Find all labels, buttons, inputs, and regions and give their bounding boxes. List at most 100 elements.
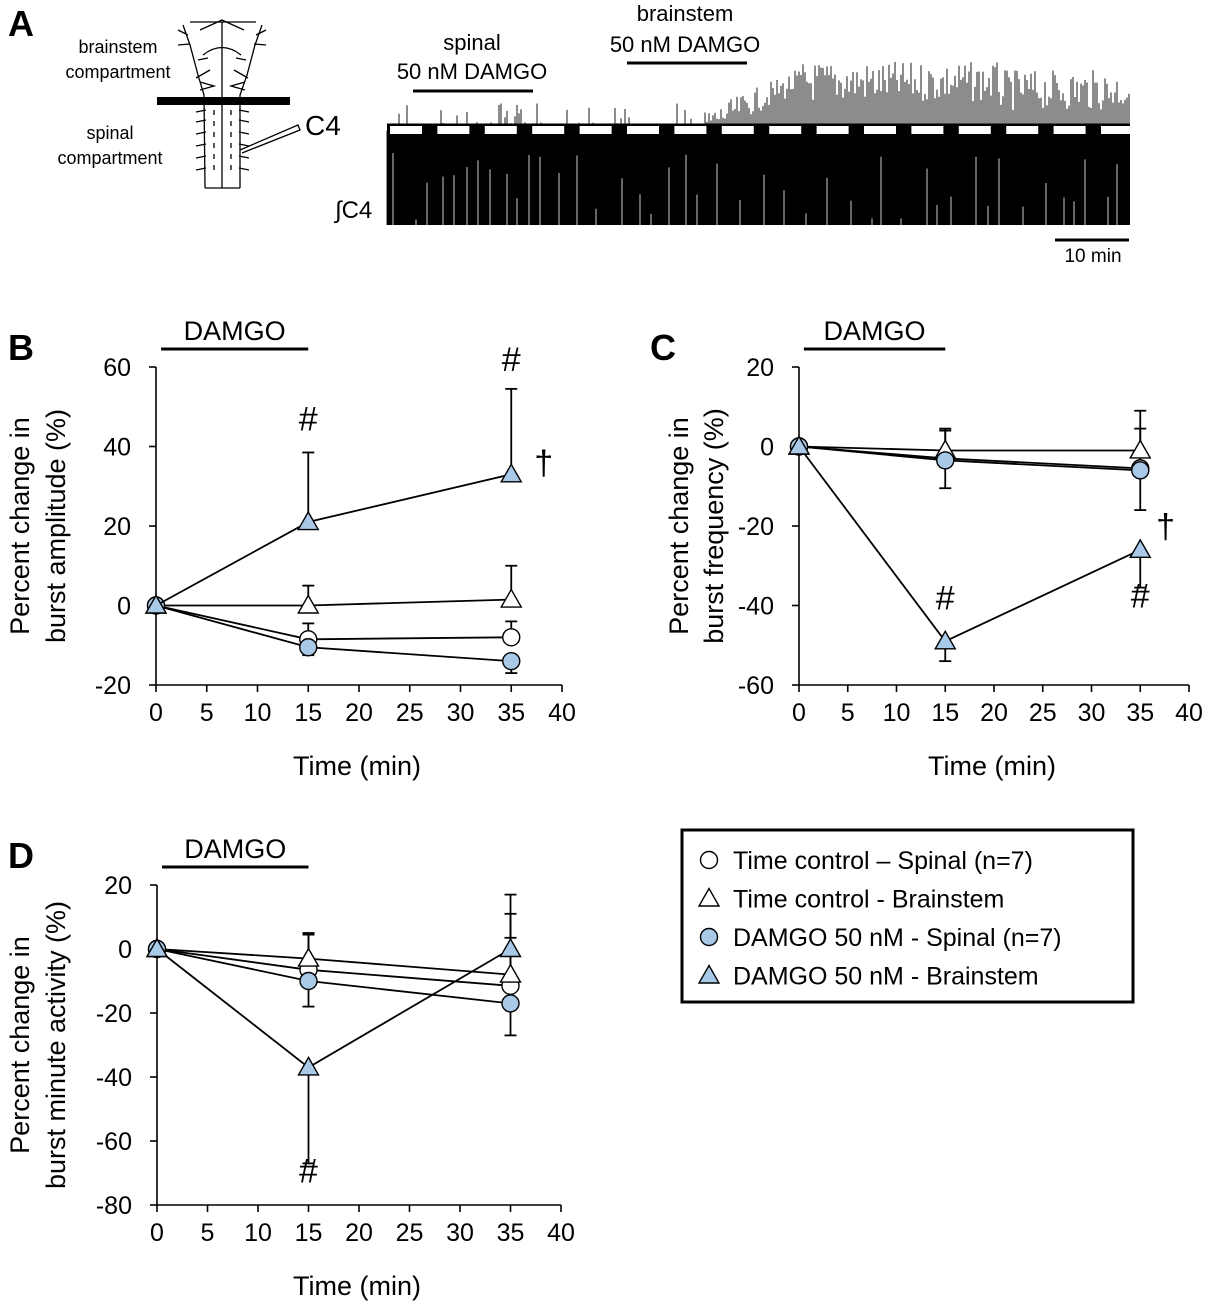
y-axis-label-line-2: burst frequency (%) <box>699 408 729 644</box>
data-point-triangle <box>144 594 168 614</box>
x-tick-label: 10 <box>883 699 911 727</box>
time-marker <box>911 126 944 134</box>
time-marker <box>437 126 470 134</box>
legend-items: Time control – Spinal (n=7) Time control … <box>697 847 1062 991</box>
x-tick-label: 35 <box>497 1219 525 1247</box>
x-tick-label: 30 <box>446 1219 474 1247</box>
x-tick-label: 0 <box>792 699 806 727</box>
spinal-compartment-label-1: spinal <box>86 123 133 143</box>
data-point-triangle <box>500 462 523 483</box>
panel-a: A brainstem compartment spinal compartme… <box>8 1 1133 267</box>
x-tick-label: 20 <box>345 699 373 727</box>
time-marker <box>1006 126 1039 134</box>
y-tick-label: 0 <box>117 593 131 621</box>
y-tick-label: 0 <box>760 434 774 462</box>
data-point-triangle <box>297 510 320 531</box>
x-tick-label: 5 <box>200 699 214 727</box>
data-point-triangle <box>297 1055 320 1076</box>
legend-marker-circle <box>699 850 719 870</box>
panel-a-letter: A <box>8 3 34 44</box>
time-marker <box>769 126 802 134</box>
brainstem-compartment-label-2: compartment <box>65 62 170 82</box>
legend-entry: DAMGO 50 nM - Spinal (n=7) <box>699 924 1062 952</box>
y-tick-label: 0 <box>118 936 132 964</box>
x-tick-label: 40 <box>548 699 576 727</box>
series-3 <box>147 939 520 1037</box>
series-4 <box>787 435 1152 663</box>
series-line <box>156 948 511 976</box>
data-point-triangle <box>297 594 320 614</box>
time-marker <box>484 126 517 134</box>
legend-box <box>680 828 1135 1004</box>
x-tick-label: 20 <box>345 1219 373 1247</box>
y-tick-label: -80 <box>96 1192 132 1220</box>
series-4 <box>144 387 523 614</box>
spinal-drug-label-2: 50 nM DAMGO <box>397 59 547 84</box>
legend-marker-triangle <box>697 964 721 984</box>
x-tick-label: 25 <box>1029 699 1057 727</box>
y-axis-label-line-1: Percent change in <box>5 417 35 635</box>
y-tick-label: -60 <box>96 1128 132 1156</box>
y-tick-label: 20 <box>104 872 132 900</box>
data-point-circle <box>501 994 520 1013</box>
y-tick-label: -20 <box>96 1000 132 1028</box>
spinal-roots <box>195 109 250 176</box>
panel-letter: B <box>8 327 34 368</box>
series-3 <box>146 596 521 674</box>
x-tick-label: 5 <box>201 1219 215 1247</box>
y-axis-label-line-2: burst amplitude (%) <box>41 409 71 643</box>
time-marker <box>532 126 565 134</box>
y-tick-label: 60 <box>103 354 131 382</box>
time-marker <box>721 126 754 134</box>
x-tick-label: 15 <box>931 699 959 727</box>
time-marker <box>864 126 896 134</box>
series-4 <box>145 893 522 1165</box>
time-marker <box>674 126 707 134</box>
y-tick-label: 40 <box>103 434 131 462</box>
time-marker <box>1101 126 1133 134</box>
x-tick-label: 25 <box>396 699 424 727</box>
panel-letter: C <box>650 327 676 368</box>
time-marker <box>627 126 659 134</box>
x-tick-label: 30 <box>1078 699 1106 727</box>
x-tick-label: 35 <box>497 699 525 727</box>
significance-hash: # <box>1131 577 1150 615</box>
y-tick-label: -60 <box>738 672 774 700</box>
y-tick-label: -40 <box>738 593 774 621</box>
data-point-circle <box>936 451 955 470</box>
data-point-triangle <box>1129 538 1152 559</box>
panel-c-burst-frequency-chart: C -60 -40 -20 0 20 0 5 10 15 20 25 30 35 40 Time (min) P… <box>650 316 1203 781</box>
series-line <box>156 598 512 607</box>
significance-hash: # <box>299 1153 318 1191</box>
panel-d-burst-minute-activity-chart: D -80 -60 -40 -20 0 20 0 5 10 15 20 25 30 35 40 Time (mi… <box>5 834 575 1301</box>
legend-label: Time control – Spinal (n=7) <box>733 847 1033 875</box>
time-marker <box>390 126 422 134</box>
drug-application-label: DAMGO <box>184 834 286 864</box>
y-axis-label-line-2: burst minute activity (%) <box>41 901 71 1189</box>
series-line <box>155 604 512 641</box>
y-tick-label: 20 <box>746 354 774 382</box>
y-tick-label: -20 <box>738 513 774 541</box>
series-1 <box>789 427 1150 478</box>
series-3 <box>789 437 1150 512</box>
legend-marker-circle <box>699 927 719 947</box>
compartment-barrier <box>157 97 290 105</box>
x-tick-label: 30 <box>447 699 475 727</box>
data-point-triangle <box>1129 439 1152 459</box>
x-tick-label: 5 <box>841 699 855 727</box>
data-point-circle <box>1131 461 1150 480</box>
trace-time-markers <box>387 123 1133 137</box>
data-point-triangle <box>145 937 169 958</box>
panel-letter: D <box>8 835 34 876</box>
x-tick-label: 15 <box>295 1219 323 1247</box>
y-tick-label: -40 <box>96 1064 132 1092</box>
significance-hash: # <box>502 341 521 379</box>
data-point-triangle <box>934 629 957 650</box>
x-axis-label: Time (min) <box>293 1271 421 1301</box>
y-tick-label: 20 <box>103 513 131 541</box>
data-point-triangle <box>499 963 522 983</box>
x-tick-label: 0 <box>150 1219 164 1247</box>
series-line <box>155 604 512 663</box>
drug-application-label: DAMGO <box>184 316 286 346</box>
